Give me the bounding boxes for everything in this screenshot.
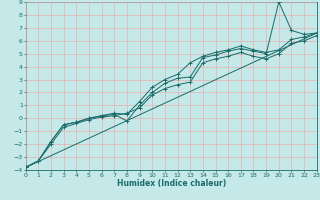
X-axis label: Humidex (Indice chaleur): Humidex (Indice chaleur): [116, 179, 226, 188]
